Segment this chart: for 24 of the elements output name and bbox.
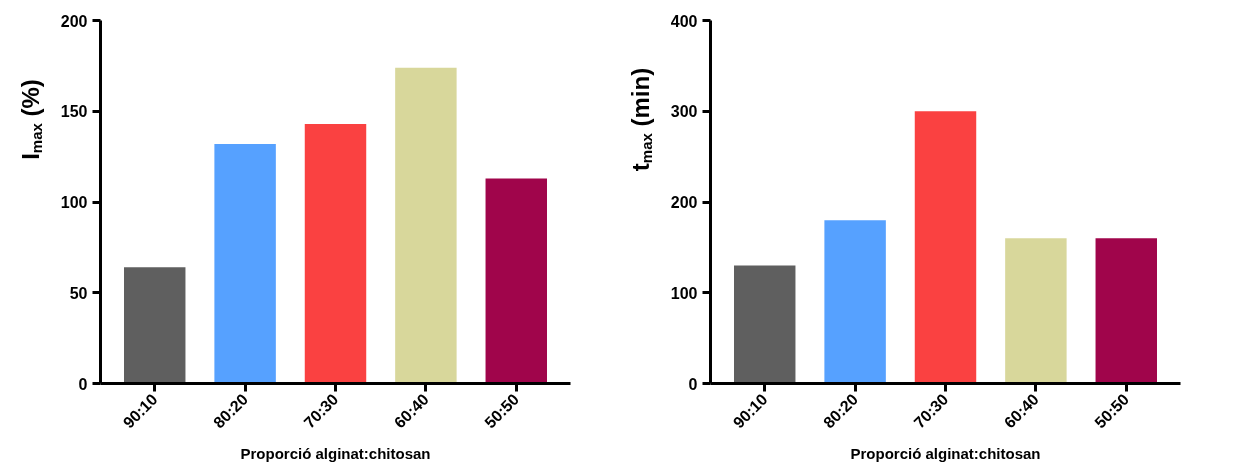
y-tick-label: 400 bbox=[670, 12, 698, 30]
bar bbox=[124, 267, 186, 384]
y-tick-label: 100 bbox=[670, 284, 698, 302]
bar bbox=[304, 123, 367, 384]
y-tick-label: 0 bbox=[78, 375, 88, 393]
bar bbox=[485, 178, 547, 384]
y-tick-label: 100 bbox=[60, 194, 88, 211]
bar bbox=[824, 220, 886, 384]
bar bbox=[1005, 238, 1067, 384]
x-axis-title: Proporció alginat:chitosan bbox=[850, 445, 1041, 463]
y-axis-title: tmax (min) bbox=[627, 67, 655, 172]
y-tick-label: 200 bbox=[670, 194, 698, 211]
y-tick-label: 0 bbox=[688, 375, 698, 393]
y-tick-label: 50 bbox=[69, 284, 88, 302]
y-tick-label: 150 bbox=[60, 103, 88, 121]
bar bbox=[395, 67, 457, 384]
bar bbox=[914, 111, 977, 384]
bar bbox=[734, 265, 796, 384]
x-axis-title: Proporció alginat:chitosan bbox=[240, 445, 431, 463]
bar bbox=[214, 143, 276, 384]
bar bbox=[1095, 238, 1157, 384]
y-tick-label: 200 bbox=[60, 12, 88, 30]
y-axis-title: Imax (%) bbox=[17, 79, 45, 160]
y-tick-label: 300 bbox=[670, 103, 698, 121]
